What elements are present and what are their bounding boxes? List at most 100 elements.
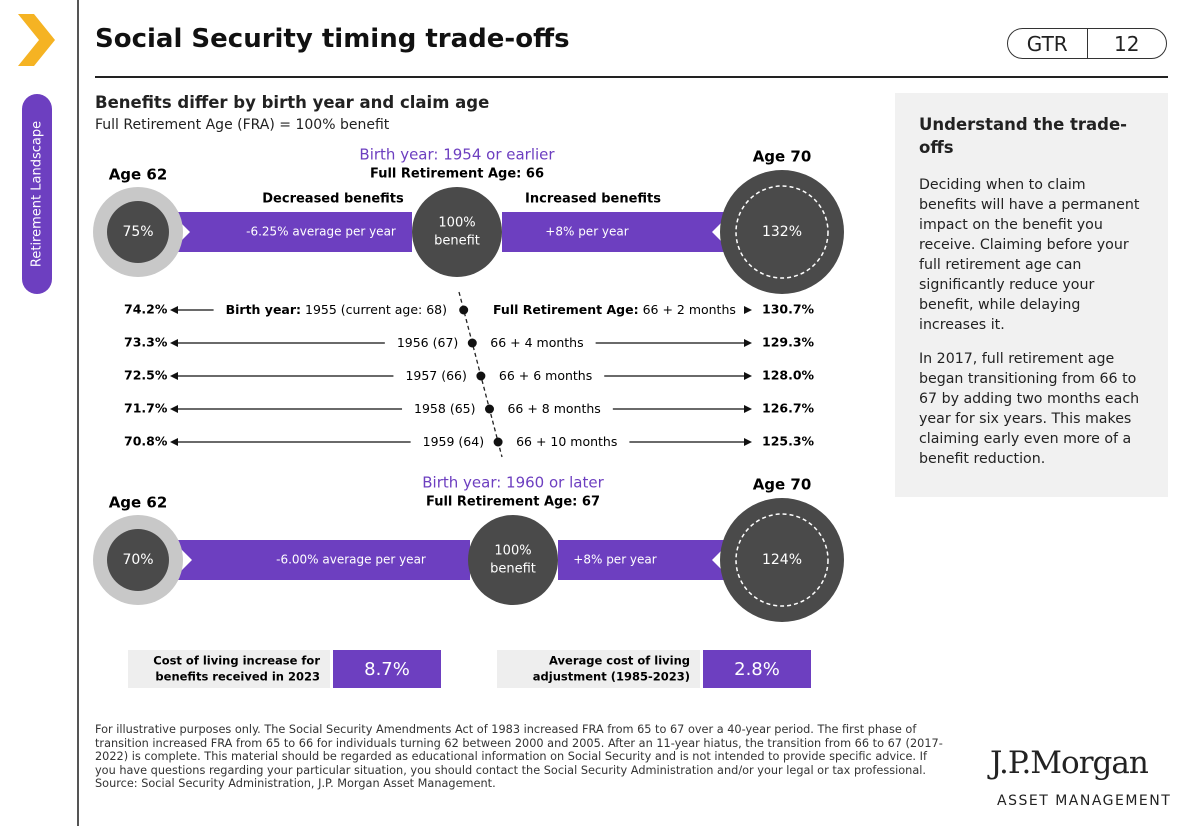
- transition-dot: [467, 338, 477, 348]
- row-left-value: 73.3%: [124, 335, 168, 350]
- right-circle: [720, 170, 844, 294]
- row-fra-value: 66 + 4 months: [490, 335, 583, 350]
- left-circle: [107, 529, 169, 591]
- section-tab: Retirement Landscape: [22, 94, 52, 294]
- arrowhead: [170, 372, 178, 380]
- center-value: 100%: [438, 216, 475, 231]
- right-age: Age 70: [753, 148, 812, 166]
- left-age: Age 62: [109, 166, 168, 184]
- center-value: 100%: [494, 544, 531, 559]
- right-value: 124%: [762, 552, 802, 568]
- right-dash: [735, 185, 829, 279]
- right-value: 132%: [762, 224, 802, 240]
- row-right-value: 130.7%: [762, 302, 815, 317]
- increase-arrow: [558, 520, 752, 600]
- row-right-value: 125.3%: [762, 434, 815, 449]
- stat-label: adjustment (1985-2023): [533, 670, 690, 684]
- increase-rate: +8% per year: [573, 553, 656, 567]
- row-right-value: 128.0%: [762, 368, 815, 383]
- increased-label: Increased benefits: [525, 192, 661, 207]
- left-value: 70%: [122, 552, 153, 568]
- stat-label: Cost of living increase for: [153, 654, 320, 668]
- row-fra-value: 66 + 10 months: [516, 434, 617, 449]
- row-fra: 66 + 8 months: [507, 401, 600, 416]
- diagram-content: -6.25% average per year +8% per year 75% 10…: [93, 146, 844, 688]
- row-birth-year: 1956 (67): [397, 335, 458, 350]
- arrowhead: [744, 438, 752, 446]
- row-fra: 66 + 10 months: [516, 434, 617, 449]
- panel-paragraph: In 2017, full retirement age began trans…: [919, 351, 1140, 467]
- badge-page: 12: [1086, 29, 1167, 58]
- arrowhead: [744, 306, 752, 314]
- row-left-value: 74.2%: [124, 302, 168, 317]
- row-fra-prefix: Full Retirement Age:: [493, 302, 639, 317]
- row-birth: 1956 (67): [397, 335, 458, 350]
- section-label: Retirement Landscape: [29, 120, 45, 268]
- stat-label: Average cost of living: [549, 654, 690, 668]
- arrowhead: [744, 339, 752, 347]
- stat-value-box: [333, 650, 441, 688]
- row-birth-prefix: Birth year:: [226, 302, 301, 317]
- right-circle: [720, 498, 844, 622]
- page-badge: GTR 12: [1007, 28, 1167, 59]
- right-age: Age 70: [753, 476, 812, 494]
- row-fra: Full Retirement Age: 66 + 2 months: [493, 302, 736, 317]
- increase-arrow: [502, 192, 752, 272]
- center-circle: [412, 187, 502, 277]
- left-age: Age 62: [109, 494, 168, 512]
- left-value: 75%: [122, 224, 153, 240]
- arrowhead: [170, 339, 178, 347]
- row-left-value: 71.7%: [124, 401, 168, 416]
- row-right-value: 126.7%: [762, 401, 815, 416]
- badge-section: GTR: [1026, 31, 1068, 56]
- decrease-rate: -6.00% average per year: [276, 553, 426, 567]
- page-title: Social Security timing trade-offs: [95, 24, 570, 54]
- arrowhead: [170, 438, 178, 446]
- row-fra: 66 + 4 months: [490, 335, 583, 350]
- decrease-arrow: [150, 192, 412, 272]
- row-fra-value: 66 + 8 months: [507, 401, 600, 416]
- stat-label-box: [497, 650, 700, 688]
- stat-value-box: [703, 650, 811, 688]
- group-fra: Full Retirement Age: 66: [370, 167, 544, 182]
- chevron-icon: [18, 14, 55, 66]
- row-birth-year: 1957 (66): [405, 368, 466, 383]
- center-label: benefit: [490, 562, 536, 577]
- group-birth-year: Birth year: 1954 or earlier: [359, 146, 555, 164]
- diagram-subtitle: Full Retirement Age (FRA) = 100% benefit: [95, 117, 390, 133]
- diagram-title: Benefits differ by birth year and claim …: [95, 93, 490, 112]
- decrease-arrow: [152, 520, 470, 600]
- footnote: For illustrative purposes only. The Soci…: [95, 723, 950, 791]
- row-left-value: 70.8%: [124, 434, 168, 449]
- row-fra-value: 66 + 6 months: [499, 368, 592, 383]
- increase-rate: +8% per year: [545, 225, 628, 239]
- footnote-text: For illustrative purposes only. The Soci…: [95, 723, 943, 777]
- title-rule: [95, 76, 1168, 78]
- row-birth-year: 1959 (64): [423, 434, 484, 449]
- decreased-label: Decreased benefits: [262, 192, 404, 207]
- arrowhead: [170, 306, 178, 314]
- row-birth: 1957 (66): [405, 368, 466, 383]
- transition-dot: [484, 404, 494, 414]
- decrease-rate: -6.25% average per year: [246, 225, 396, 239]
- row-left-value: 72.5%: [124, 368, 168, 383]
- left-circle: [107, 201, 169, 263]
- row-birth: 1959 (64): [423, 434, 484, 449]
- stat-label-box: [128, 650, 330, 688]
- stat-value: 8.7%: [364, 659, 410, 680]
- transition-dot: [459, 305, 469, 315]
- row-fra-value: 66 + 2 months: [643, 302, 736, 317]
- center-label: benefit: [434, 234, 480, 249]
- center-circle: [468, 515, 558, 605]
- row-birth: 1958 (65): [414, 401, 475, 416]
- panel-paragraph: Deciding when to claim benefits will hav…: [919, 177, 1140, 333]
- logo: J.P.Morgan: [990, 745, 1149, 781]
- row-birth-year: Birth year: 1955 (current age: 68): [226, 302, 447, 317]
- arrowhead: [744, 372, 752, 380]
- group-birth-year: Birth year: 1960 or later: [422, 474, 604, 492]
- side-panel: Understand the trade-offs Deciding when …: [895, 93, 1168, 497]
- group-fra: Full Retirement Age: 67: [426, 495, 600, 510]
